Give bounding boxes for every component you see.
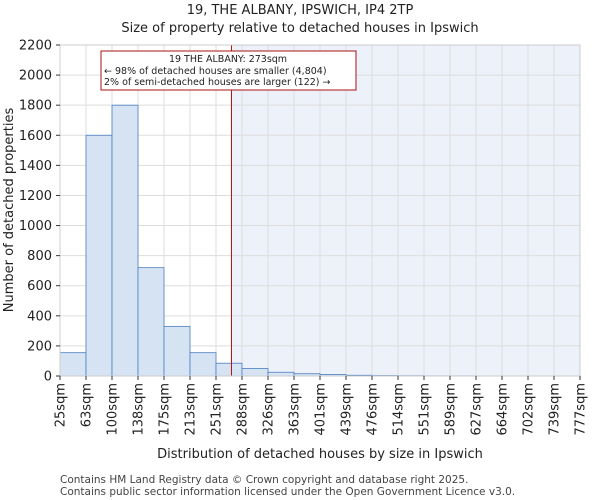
y-tick-label-6: 1200 [19, 189, 52, 204]
x-tick-label-11: 439sqm [340, 383, 355, 436]
bar-6 [215, 362, 243, 377]
x-tick-label-4: 175sqm [158, 383, 173, 436]
x-tick-label-14: 551sqm [418, 383, 433, 436]
footer-line-2: Contains public sector information licen… [60, 486, 515, 498]
annotation-line-2: ← 98% of detached houses are smaller (4,… [104, 66, 327, 77]
bar-1 [85, 134, 113, 377]
x-tick-label-9: 363sqm [288, 383, 303, 436]
y-tick-label-4: 800 [27, 249, 52, 264]
annotation-line-3: 2% of semi-detached houses are larger (1… [104, 77, 331, 88]
y-tick-label-8: 1600 [19, 129, 52, 144]
x-tick-label-3: 138sqm [132, 383, 147, 436]
x-tick-label-0: 25sqm [54, 383, 69, 427]
y-tick-label-10: 2000 [19, 69, 52, 84]
chart-title: 19, THE ALBANY, IPSWICH, IP4 2TP [187, 3, 414, 18]
y-axis-ticks: 0 200 400 600 800 1000 1200 1400 1600 1800 2000 220… [19, 39, 60, 385]
x-tick-label-18: 702sqm [522, 383, 537, 436]
x-tick-label-19: 739sqm [548, 383, 563, 436]
y-tick-label-11: 2200 [19, 39, 52, 54]
highlight-region [231, 45, 580, 376]
bar-8 [267, 371, 295, 377]
y-tick-label-3: 600 [27, 279, 52, 294]
y-tick-label-7: 1400 [19, 159, 52, 174]
chart-subtitle: Size of property relative to detached ho… [121, 21, 478, 36]
x-tick-label-8: 326sqm [262, 383, 277, 436]
y-tick-label-1: 200 [27, 339, 52, 354]
x-tick-label-15: 589sqm [444, 383, 459, 436]
bar-2 [111, 104, 139, 377]
x-tick-label-1: 63sqm [80, 383, 95, 427]
y-tick-label-0: 0 [44, 370, 52, 385]
y-tick-label-2: 400 [27, 309, 52, 324]
y-axis-label: Number of detached properties [2, 108, 17, 313]
annotation-box: 19 THE ALBANY: 273sqm ← 98% of detached … [100, 50, 357, 91]
y-tick-label-9: 1800 [19, 99, 52, 114]
y-tick-label-5: 1000 [19, 219, 52, 234]
bar-0 [59, 352, 87, 377]
bar-4 [163, 325, 191, 377]
x-tick-label-17: 664sqm [496, 383, 511, 436]
x-tick-label-16: 627sqm [470, 383, 485, 436]
highlight-region-layer [231, 45, 580, 376]
annotation-line-1: 19 THE ALBANY: 273sqm [169, 54, 287, 65]
x-tick-label-13: 514sqm [392, 383, 407, 436]
x-tick-label-12: 476sqm [366, 383, 381, 436]
x-tick-label-7: 288sqm [236, 383, 251, 436]
bar-7 [241, 368, 269, 377]
footer-line-1: Contains HM Land Registry data © Crown c… [60, 474, 468, 486]
x-tick-label-5: 213sqm [184, 383, 199, 436]
x-tick-label-10: 401sqm [314, 383, 329, 436]
bar-5 [189, 352, 217, 377]
x-tick-label-6: 251sqm [210, 383, 225, 436]
bars [59, 104, 477, 377]
x-axis-ticks: 25sqm 63sqm 100sqm 138sqm 175sqm 213sqm 251sqm… [54, 376, 589, 436]
annotation-frame [100, 50, 357, 91]
x-tick-label-2: 100sqm [106, 383, 121, 436]
bar-3 [137, 267, 165, 377]
x-tick-label-20: 777sqm [574, 383, 589, 436]
x-axis-label: Distribution of detached houses by size … [157, 447, 483, 462]
